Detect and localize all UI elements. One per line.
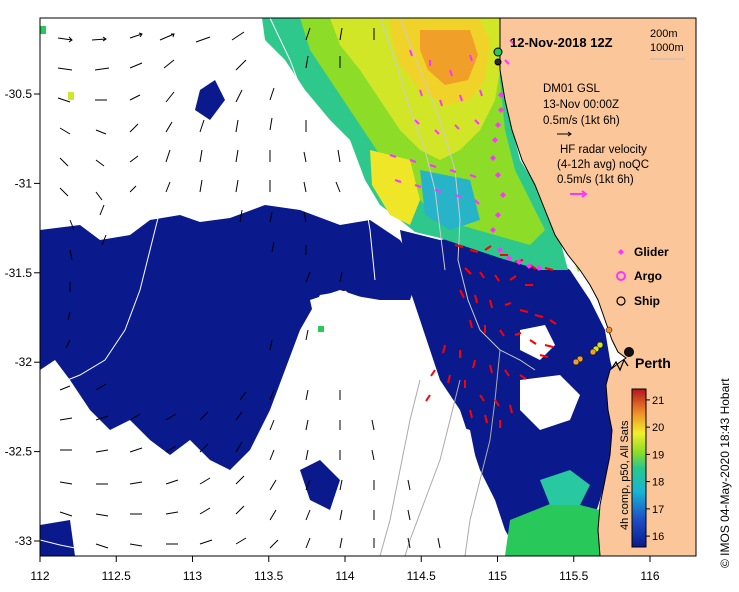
x-tick-label: 116	[640, 569, 659, 583]
radar-scale: 0.5m/s (1kt 6h)	[557, 174, 634, 186]
glider-track	[490, 92, 542, 271]
colorbar-tick-label: 21	[652, 395, 664, 407]
x-axis: 112 112.5 113 113.5 114 114.5 115 115.5 116	[30, 556, 660, 583]
plot-area	[40, 18, 696, 556]
y-axis: -30.5 -31 -31.5 -32 -32.5 -33	[5, 87, 40, 548]
cloud-gaps	[310, 290, 580, 556]
isobath-legend: 200m 1000m	[650, 28, 685, 60]
map-title: 12-Nov-2018 12Z	[510, 35, 613, 50]
plot-frame	[39, 17, 697, 557]
x-tick-label: 113.5	[254, 569, 283, 583]
x-tick-label: 114	[335, 569, 354, 583]
x-tick-label: 112	[30, 569, 49, 583]
isobath-1000m-label: 1000m	[650, 42, 684, 54]
radar-line2: (4-12h avg) noQC	[557, 159, 649, 171]
y-tick-label: -32	[15, 355, 33, 369]
colorbar-tick-label: 16	[652, 531, 664, 543]
colorbar-label: 4h comp, p50, All Sats	[619, 420, 631, 530]
x-tick-label: 115	[488, 569, 507, 583]
ship-label: Ship	[634, 294, 660, 308]
x-tick-label: 115.5	[559, 569, 588, 583]
x-tick-label: 112.5	[102, 569, 131, 583]
glider-label: Glider	[634, 245, 669, 259]
model-legend: DM01 GSL 13-Nov 00:00Z 0.5m/s (1kt 6h)	[543, 83, 620, 137]
marker-legend: Glider Argo Ship	[616, 245, 669, 308]
y-tick-label: -31	[15, 176, 33, 190]
y-tick-label: -31.5	[5, 266, 33, 280]
colorbar-tick-label: 17	[652, 504, 664, 516]
y-tick-label: -30.5	[5, 87, 33, 101]
perth-marker	[611, 347, 634, 372]
radar-line1: HF radar velocity	[560, 144, 647, 156]
copyright-text: © IMOS 04-May-2020 18:43 Hobart	[718, 378, 732, 568]
model-scale: 0.5m/s (1kt 6h)	[543, 115, 620, 127]
warm-sst-region	[40, 18, 600, 556]
radar-legend: HF radar velocity (4-12h avg) noQC 0.5m/…	[557, 144, 649, 198]
ship-circle-icon	[616, 296, 626, 306]
radar-scale-arrow	[570, 190, 588, 198]
model-time: 13-Nov 00:00Z	[543, 99, 619, 111]
city-label-perth: Perth	[635, 355, 671, 371]
x-tick-label: 114.5	[407, 569, 436, 583]
colorbar: 16 17 18 19 20 21 4h comp, p50, All Sats	[619, 388, 664, 548]
land-western-australia	[499, 18, 696, 556]
colorbar-tick-label: 20	[652, 422, 664, 434]
coastal-markers	[493, 47, 613, 366]
argo-label: Argo	[634, 269, 662, 283]
model-scale-arrow	[557, 131, 572, 137]
hf-radar-arrows	[425, 244, 557, 428]
colorbar-tick-label: 18	[652, 477, 664, 489]
y-tick-label: -32.5	[5, 445, 33, 459]
isobaths	[40, 18, 536, 556]
glider-diamond-icon	[618, 249, 624, 255]
copyright-notice: © IMOS 04-May-2020 18:43 Hobart	[718, 378, 732, 568]
colorbar-tick-label: 19	[652, 449, 664, 461]
hf-radar-magenta-arrows	[389, 39, 515, 205]
x-tick-label: 113	[183, 569, 202, 583]
argo-circle-icon	[616, 271, 626, 281]
y-tick-label: -33	[15, 534, 33, 548]
model-source: DM01 GSL	[543, 83, 600, 95]
model-current-arrows	[57, 27, 441, 549]
isobath-200m-label: 200m	[650, 28, 678, 40]
